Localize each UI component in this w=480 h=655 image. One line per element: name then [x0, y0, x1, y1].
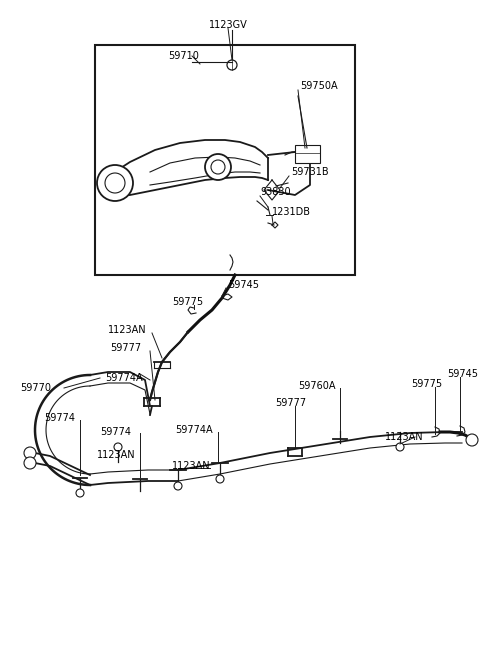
Circle shape: [97, 165, 133, 201]
Circle shape: [205, 154, 231, 180]
Circle shape: [227, 60, 237, 70]
Circle shape: [211, 160, 225, 174]
Text: 59775: 59775: [411, 379, 442, 389]
Circle shape: [466, 434, 478, 446]
Circle shape: [105, 173, 125, 193]
Text: 59760A: 59760A: [298, 381, 336, 391]
Text: 59774: 59774: [44, 413, 75, 423]
Text: 59710: 59710: [168, 51, 199, 61]
Text: 59731B: 59731B: [291, 167, 329, 177]
Bar: [95, 45, 355, 275]
Text: 1123AN: 1123AN: [385, 432, 424, 442]
Circle shape: [216, 475, 224, 483]
Text: 59770: 59770: [20, 383, 51, 393]
Bar: [295, 145, 320, 163]
Circle shape: [76, 489, 84, 497]
Text: 1123GV: 1123GV: [209, 20, 247, 30]
Text: 59745: 59745: [228, 280, 259, 290]
Text: 59745: 59745: [447, 369, 478, 379]
Circle shape: [174, 482, 182, 490]
Text: 1123AN: 1123AN: [108, 325, 146, 335]
Text: 1123AN: 1123AN: [172, 461, 211, 471]
Text: 1231DB: 1231DB: [272, 207, 311, 217]
Circle shape: [24, 457, 36, 469]
Text: 59774: 59774: [100, 427, 131, 437]
Circle shape: [114, 443, 122, 451]
Text: 59774A: 59774A: [175, 425, 213, 435]
Text: 59777: 59777: [275, 398, 306, 408]
Circle shape: [24, 447, 36, 459]
Text: 59775: 59775: [172, 297, 203, 307]
Text: 93830: 93830: [260, 187, 290, 197]
Circle shape: [396, 443, 404, 451]
Text: 59750A: 59750A: [300, 81, 337, 91]
Text: 59777: 59777: [110, 343, 141, 353]
Text: 1123AN: 1123AN: [97, 450, 136, 460]
Text: 59774A: 59774A: [105, 373, 143, 383]
